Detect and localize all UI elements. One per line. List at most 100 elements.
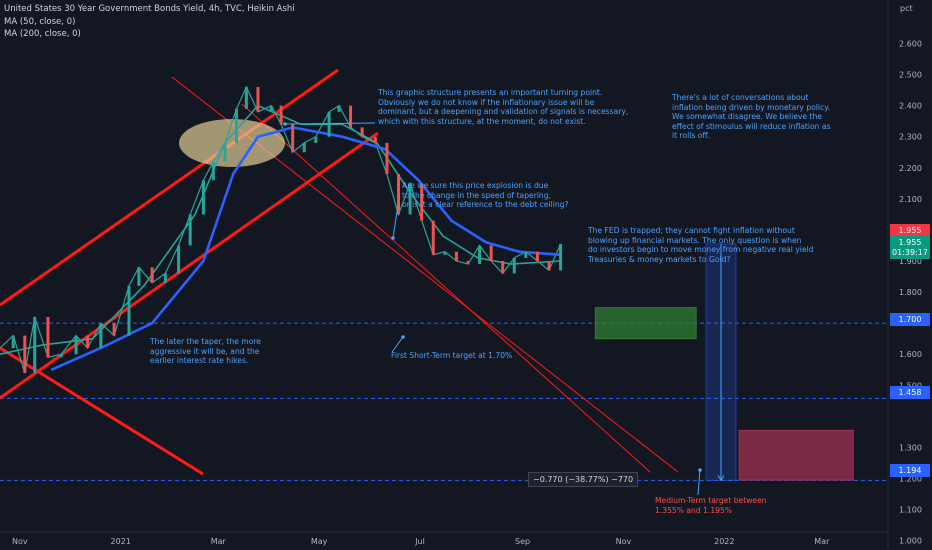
note-taper-later: The later the taper, the more aggressive… xyxy=(150,337,261,366)
x-tick-label: 2021 xyxy=(111,537,131,546)
y-tick-label: 1.900 xyxy=(899,257,922,266)
medium-term-target-box xyxy=(738,429,854,481)
heikin-ashi-candle xyxy=(86,335,90,349)
heikin-ashi-candle xyxy=(501,261,505,274)
heikin-ashi-candle xyxy=(59,354,63,358)
heikin-ashi-candle xyxy=(23,335,27,373)
x-tick-label: Sep xyxy=(515,537,530,546)
heikin-ashi-candle xyxy=(201,180,205,215)
y-tick-label: 1.600 xyxy=(899,350,922,359)
structure-arrow xyxy=(284,122,376,125)
x-tick-label: Nov xyxy=(12,537,28,546)
y-tick-label: 1.500 xyxy=(899,381,922,390)
resistance-line-2 xyxy=(241,103,651,473)
note-first-target: First Short-Term target at 1.70% xyxy=(391,351,513,360)
heikin-ashi-candle xyxy=(385,142,389,175)
ma50-legend[interactable]: MA (50, close, 0) xyxy=(4,17,76,27)
heikin-ashi-candle xyxy=(454,251,458,262)
measure-arrowhead xyxy=(717,475,725,482)
heikin-ashi-candle xyxy=(211,161,215,181)
price-tag-01:39:17: 01:39:17 xyxy=(890,246,930,259)
y-tick-label: 2.300 xyxy=(899,133,922,142)
price-tag-1.700: 1.700 xyxy=(890,313,930,326)
x-tick-label: Mar xyxy=(211,537,227,546)
heikin-ashi-candle xyxy=(127,285,131,336)
tapering-arrow-head xyxy=(391,236,395,240)
heikin-ashi-candle xyxy=(244,87,248,109)
heikin-ashi-candle xyxy=(234,108,238,143)
heikin-ashi-candle xyxy=(177,245,181,274)
x-tick-label: 2022 xyxy=(714,537,734,546)
structure-arrow-head xyxy=(283,122,287,126)
heikin-ashi-candle xyxy=(33,316,37,373)
tapering-arrow xyxy=(392,204,399,239)
heikin-ashi-candle xyxy=(163,273,167,283)
heikin-ashi-candle xyxy=(327,111,331,137)
heikin-ashi-candle xyxy=(360,127,364,137)
heikin-ashi-candle xyxy=(223,142,227,162)
heikin-ashi-candle xyxy=(489,245,493,262)
heikin-ashi-candle xyxy=(74,335,78,355)
first-target-arrow-head xyxy=(401,335,405,339)
ma200-legend[interactable]: MA (200, close, 0) xyxy=(4,29,81,39)
heikin-ashi-candle xyxy=(314,136,318,143)
heikin-ashi-candle xyxy=(188,214,192,246)
heikin-ashi-candle xyxy=(478,245,482,265)
x-tick-label: Nov xyxy=(616,537,632,546)
y-tick-label: 2.100 xyxy=(899,195,922,204)
x-tick-label: Jul xyxy=(414,537,425,546)
heikin-ashi-candle xyxy=(150,267,154,283)
lower-channel-line xyxy=(0,131,379,400)
heikin-ashi-candle xyxy=(466,261,470,265)
heikin-ashi-candle xyxy=(11,335,15,349)
heikin-ashi-candle xyxy=(291,124,295,153)
x-tick-label: May xyxy=(311,537,328,546)
heikin-ashi-candle xyxy=(512,257,516,274)
price-tag-1.194: 1.194 xyxy=(890,464,930,477)
heikin-ashi-candle xyxy=(46,316,50,358)
turning-point-ellipse xyxy=(179,119,285,167)
heikin-ashi-candle xyxy=(373,136,377,143)
note-medium-target: Medium-Term target between 1.355% and 1.… xyxy=(655,496,767,515)
y-tick-label: 1.000 xyxy=(899,537,922,546)
y-tick-label: 1.800 xyxy=(899,288,922,297)
x-tick-label: Mar xyxy=(814,537,830,546)
y-tick-label: 2.500 xyxy=(899,71,922,80)
price-series xyxy=(0,85,562,374)
heikin-ashi-candle xyxy=(279,105,283,125)
heikin-ashi-candle xyxy=(269,105,273,112)
y-tick-label: 2.600 xyxy=(899,40,922,49)
heikin-ashi-candle xyxy=(535,251,539,262)
heikin-ashi-candle xyxy=(547,261,551,271)
y-tick-label: 1.300 xyxy=(899,443,922,452)
heikin-ashi-candle xyxy=(256,87,260,112)
y-tick-label: 1.200 xyxy=(899,475,922,484)
short-term-target-box xyxy=(594,307,697,340)
chart-title: United States 30 Year Government Bonds Y… xyxy=(4,4,295,14)
heikin-ashi-candle xyxy=(99,323,103,349)
measure-label: −0.770 (−38.77%) −770 xyxy=(528,472,639,487)
heikin-ashi-candle xyxy=(408,183,412,215)
y-tick-label: 1.100 xyxy=(899,506,922,515)
note-tapering: Are we sure this price explosion is due … xyxy=(402,181,569,210)
heikin-ashi-candle xyxy=(420,183,424,221)
note-monetary: There's a lot of conversations about inf… xyxy=(672,93,831,141)
heikin-ashi-candle xyxy=(112,323,116,336)
heikin-ashi-candle xyxy=(337,105,341,112)
medium-target-arrow-head xyxy=(698,468,702,472)
ma200-line xyxy=(50,126,561,371)
heikin-ashi-candle xyxy=(137,267,141,286)
y-tick-label: 2.400 xyxy=(899,102,922,111)
early-down-line xyxy=(0,346,204,476)
price-axis-unit: pct xyxy=(900,4,913,13)
heikin-ashi-candle xyxy=(443,251,447,255)
heikin-ashi-candle xyxy=(524,251,528,258)
price-tag-1.458: 1.458 xyxy=(890,386,930,399)
price-tag-1.955: 1.955 xyxy=(890,236,930,249)
y-tick-label: 2.200 xyxy=(899,164,922,173)
medium-target-arrow xyxy=(697,469,701,496)
heikin-ashi-candle xyxy=(302,142,306,153)
upper-channel-line xyxy=(0,68,339,307)
note-fed: The FED is trapped; they cannot fight in… xyxy=(588,226,814,264)
